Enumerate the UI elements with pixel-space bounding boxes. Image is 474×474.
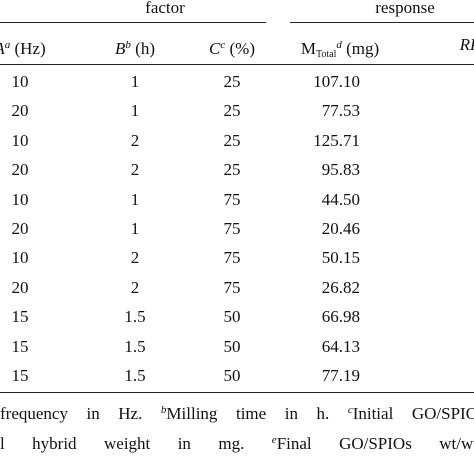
table-cell: 1 [130,189,140,209]
table-cell: 75 [223,248,241,268]
table-cell: 44.50 [321,189,360,209]
table-cell: 50 [223,366,241,385]
table-cell: 1.5 [124,366,146,385]
table-cell: 25 [223,130,241,150]
footnote: l hybrid weight in mg. eFinal GO/SPIOs w… [0,430,474,454]
table-cell: 75 [223,219,241,238]
column-header: MTotald (mg) [290,35,390,65]
table-cell: 25 [223,72,241,91]
table-cell: 10 [11,189,29,209]
table-cell: 2 [130,277,140,297]
table-cell: 1.5 [124,336,146,356]
column-header: RP [420,35,474,55]
table-cell: 50.15 [321,248,360,268]
table-cell: 66.98 [321,307,360,327]
table-cell: 20 [11,219,29,238]
table-cell: 15 [11,307,29,327]
footnote-mark: c [347,404,353,416]
footnote-text: Initial GO/SPIO [352,404,474,423]
column-symbol: B [115,39,126,58]
table-cell: 20 [11,101,29,121]
column-unit: (%) [229,39,255,58]
group-header: factor [145,0,185,17]
table-cell: 95.83 [321,160,360,180]
rule [0,22,266,24]
column-unit: (mg) [346,39,380,58]
table-cell: 1 [130,72,140,91]
footnote-mark: b [160,404,167,416]
table-cell: 77.19 [321,366,360,385]
table-cell: 10 [11,248,29,268]
column-header: Bb (h) [85,35,185,59]
table-cell: 125.71 [313,130,360,150]
column-symbol: RP [459,35,474,54]
footnote-text: Final GO/SPIOs wt/wt [276,434,474,453]
footnote-text: Milling time in h. [166,404,348,423]
table-cell: 75 [223,277,241,297]
table-cell: 15 [11,366,29,385]
column-subscript: Total [315,49,337,60]
column-unit: (Hz) [14,39,46,58]
table-cell: 25 [223,160,241,180]
footnote-text: frequency in Hz. [0,404,161,423]
table-cell: 1 [130,219,140,238]
table-cell: 2 [130,160,140,180]
table-cell: 15 [11,336,29,356]
column-footnote-mark: a [4,39,11,51]
table-cell: 50 [223,307,241,327]
table-cell: 50 [223,336,241,356]
footnote-text: l hybrid weight in mg. [0,434,272,453]
footnote-mark: e [271,434,277,446]
rule [0,64,474,66]
table-cell: 10 [11,130,29,150]
column-header: Aa (Hz) [0,35,70,59]
column-footnote-mark: c [220,39,226,51]
column-symbol: A [0,39,5,58]
table-cell: 1 [130,101,140,121]
table-cell: 2 [130,130,140,150]
column-symbol: C [209,39,221,58]
column-footnote-mark: d [336,39,342,51]
column-footnote-mark: b [125,39,131,51]
column-unit: (h) [135,39,155,58]
table-cell: 20 [11,160,29,180]
table-cell: 1.5 [124,307,146,327]
table-cell: 2 [130,248,140,268]
table-cell: 25 [223,101,241,121]
table-cell: 64.13 [321,336,360,356]
rule [0,392,474,394]
table-cell: 75 [223,189,241,209]
table-cell: 26.82 [321,277,360,297]
table-cell: 20.46 [321,219,360,238]
rule [290,22,474,24]
table-cell: 20 [11,277,29,297]
group-header: response [375,0,435,17]
footnote: frequency in Hz. bMilling time in h. cIn… [0,400,474,424]
table-cell: 77.53 [321,101,360,121]
table-cell: 107.10 [313,72,360,91]
table-cell: 10 [11,72,29,91]
column-header: Cc (%) [182,35,282,59]
column-symbol: M [300,39,316,58]
